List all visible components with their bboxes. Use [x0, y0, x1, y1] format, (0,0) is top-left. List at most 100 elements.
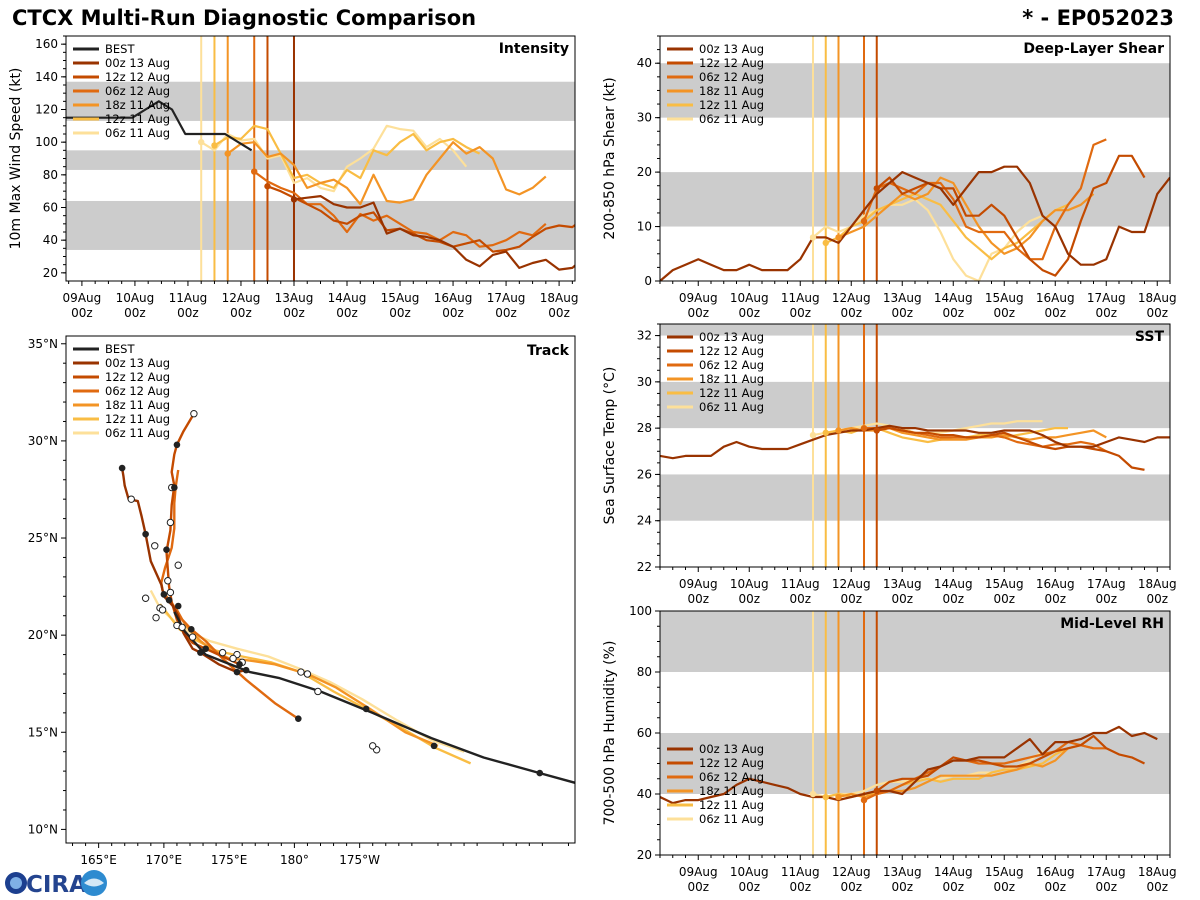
x-tick-label: 11Aug [169, 291, 208, 305]
x-tick-label: 00z [687, 880, 709, 894]
start-marker-12z-12-aug [873, 185, 880, 192]
start-markers [809, 424, 880, 439]
legend-label-best: BEST [105, 42, 135, 56]
y-tick-label: 140 [35, 70, 58, 84]
track-line-18z-11-aug [169, 599, 439, 748]
legend-label-18z-11-aug: 18z 11 Aug [699, 372, 764, 386]
legend-label-12z-12-aug: 12z 12 Aug [105, 370, 170, 384]
cira-logo-text: CIRA [26, 872, 87, 898]
shaded-band-1 [66, 200, 575, 250]
start-marker-18z-11-aug [224, 150, 231, 157]
series-line-00z-13-aug [660, 725, 1158, 805]
x-tick-label: 00z [738, 592, 760, 606]
y-tick-label: 25°N [28, 531, 58, 545]
legend-label-00z-13-aug: 00z 13 Aug [699, 742, 764, 756]
legend-label-18z-11-aug: 18z 11 Aug [105, 98, 170, 112]
shaded-band-2 [660, 63, 1170, 118]
legend-label-00z-13-aug: 00z 13 Aug [105, 56, 170, 70]
x-tick-label: 00z [738, 306, 760, 320]
start-marker-06z-11-aug [198, 138, 205, 146]
series-line-18z-11-aug [838, 176, 1095, 255]
series-line-06z-12-aug [863, 740, 1107, 802]
x-tick-label: 00z [1146, 880, 1168, 894]
track-point-06z-12-aug [165, 596, 173, 604]
legend-label-12z-11-aug: 12z 11 Aug [699, 386, 764, 400]
chart-title: SST [1135, 329, 1165, 345]
y-tick-label: 20 [637, 848, 652, 862]
x-tick-label: 14Aug [934, 291, 973, 305]
shaded-band-1 [660, 474, 1170, 521]
page-title: CTCX Multi-Run Diagnostic Comparison [12, 6, 477, 30]
legend-label-18z-11-aug: 18z 11 Aug [699, 84, 764, 98]
track-point-12z-12-aug [173, 441, 181, 449]
x-tick-label: 14Aug [934, 577, 973, 591]
x-tick-label: 00z [789, 592, 811, 606]
track-point-hollow [190, 410, 198, 418]
track-point-12z-12-aug [163, 546, 170, 553]
track-point-00z-13-aug [118, 464, 126, 472]
x-tick-label: 00z [1146, 592, 1168, 606]
y-tick-label: 40 [43, 233, 58, 247]
x-tick-label: 00z [840, 880, 862, 894]
y-axis-label: 10m Max Wind Speed (kt) [8, 68, 24, 250]
x-tick-label: 00z [789, 306, 811, 320]
x-tick-label: 11Aug [781, 865, 820, 879]
y-tick-label: 30°N [28, 434, 58, 448]
track-point-hollow [164, 577, 172, 585]
start-marker-06z-12-aug [860, 796, 868, 804]
y-tick-label: 0 [644, 274, 652, 288]
series-line-00z-13-aug [660, 165, 1170, 281]
legend-label-best: BEST [105, 342, 135, 356]
track-point-12z-12-aug [202, 645, 209, 653]
series-line-06z-12-aug [862, 138, 1107, 261]
track-point-hollow [303, 670, 312, 678]
x-tick-label: 00z [789, 880, 811, 894]
start-marker-18z-11-aug [835, 793, 842, 801]
y-tick-label: 10°N [28, 822, 58, 836]
series-line-00z-13-aug [293, 195, 575, 271]
y-tick-label: 20 [43, 266, 58, 280]
x-tick-label: 170°E [146, 853, 183, 867]
series-group [66, 100, 575, 271]
x-tick-label: 09Aug [679, 865, 718, 879]
start-marker-18z-11-aug [835, 234, 842, 241]
x-tick-label: 18Aug [1138, 291, 1177, 305]
chart-title: Intensity [499, 41, 569, 57]
track-markers [118, 410, 544, 777]
x-tick-label: 00z [1095, 880, 1117, 894]
start-markers [809, 185, 880, 247]
track-point-hollow [152, 613, 160, 622]
legend-label-12z-12-aug: 12z 12 Aug [699, 344, 764, 358]
series-line-18z-11-aug [227, 141, 547, 206]
legend-label-06z-11-aug: 06z 11 Aug [699, 400, 764, 414]
x-tick-label: 00z [942, 306, 964, 320]
track-line-00z-13-aug [120, 467, 247, 674]
track-point-hollow [369, 742, 377, 750]
legend-label-12z-12-aug: 12z 12 Aug [699, 756, 764, 770]
track-point-00z-13-aug [174, 602, 182, 610]
chart-title: Track [527, 343, 570, 359]
start-marker-12z-11-aug [822, 239, 829, 247]
x-tick-label: 00z [230, 306, 252, 320]
legend-label-12z-11-aug: 12z 11 Aug [105, 112, 170, 126]
series-line-00z-13-aug [660, 424, 1170, 460]
start-marker-06z-11-aug [809, 790, 817, 798]
series-line-06z-11-aug [200, 124, 468, 193]
x-tick-label: 09Aug [679, 577, 718, 591]
track-point-00z-13-aug [160, 591, 168, 598]
x-tick-label: 13Aug [883, 291, 922, 305]
y-tick-label: 20°N [28, 628, 58, 642]
start-marker-12z-12-aug [873, 427, 880, 434]
track-point-hollow [127, 495, 135, 503]
x-tick-label: 00z [891, 880, 913, 894]
start-marker-12z-11-aug [211, 142, 218, 149]
track-point-12z-12-aug [171, 484, 178, 491]
y-axis-label: 200-850 hPa Shear (kt) [602, 77, 618, 239]
x-tick-label: 18Aug [540, 291, 579, 305]
legend-label-06z-11-aug: 06z 11 Aug [105, 126, 170, 140]
x-tick-label: 17Aug [1087, 577, 1126, 591]
y-tick-label: 120 [35, 103, 58, 117]
